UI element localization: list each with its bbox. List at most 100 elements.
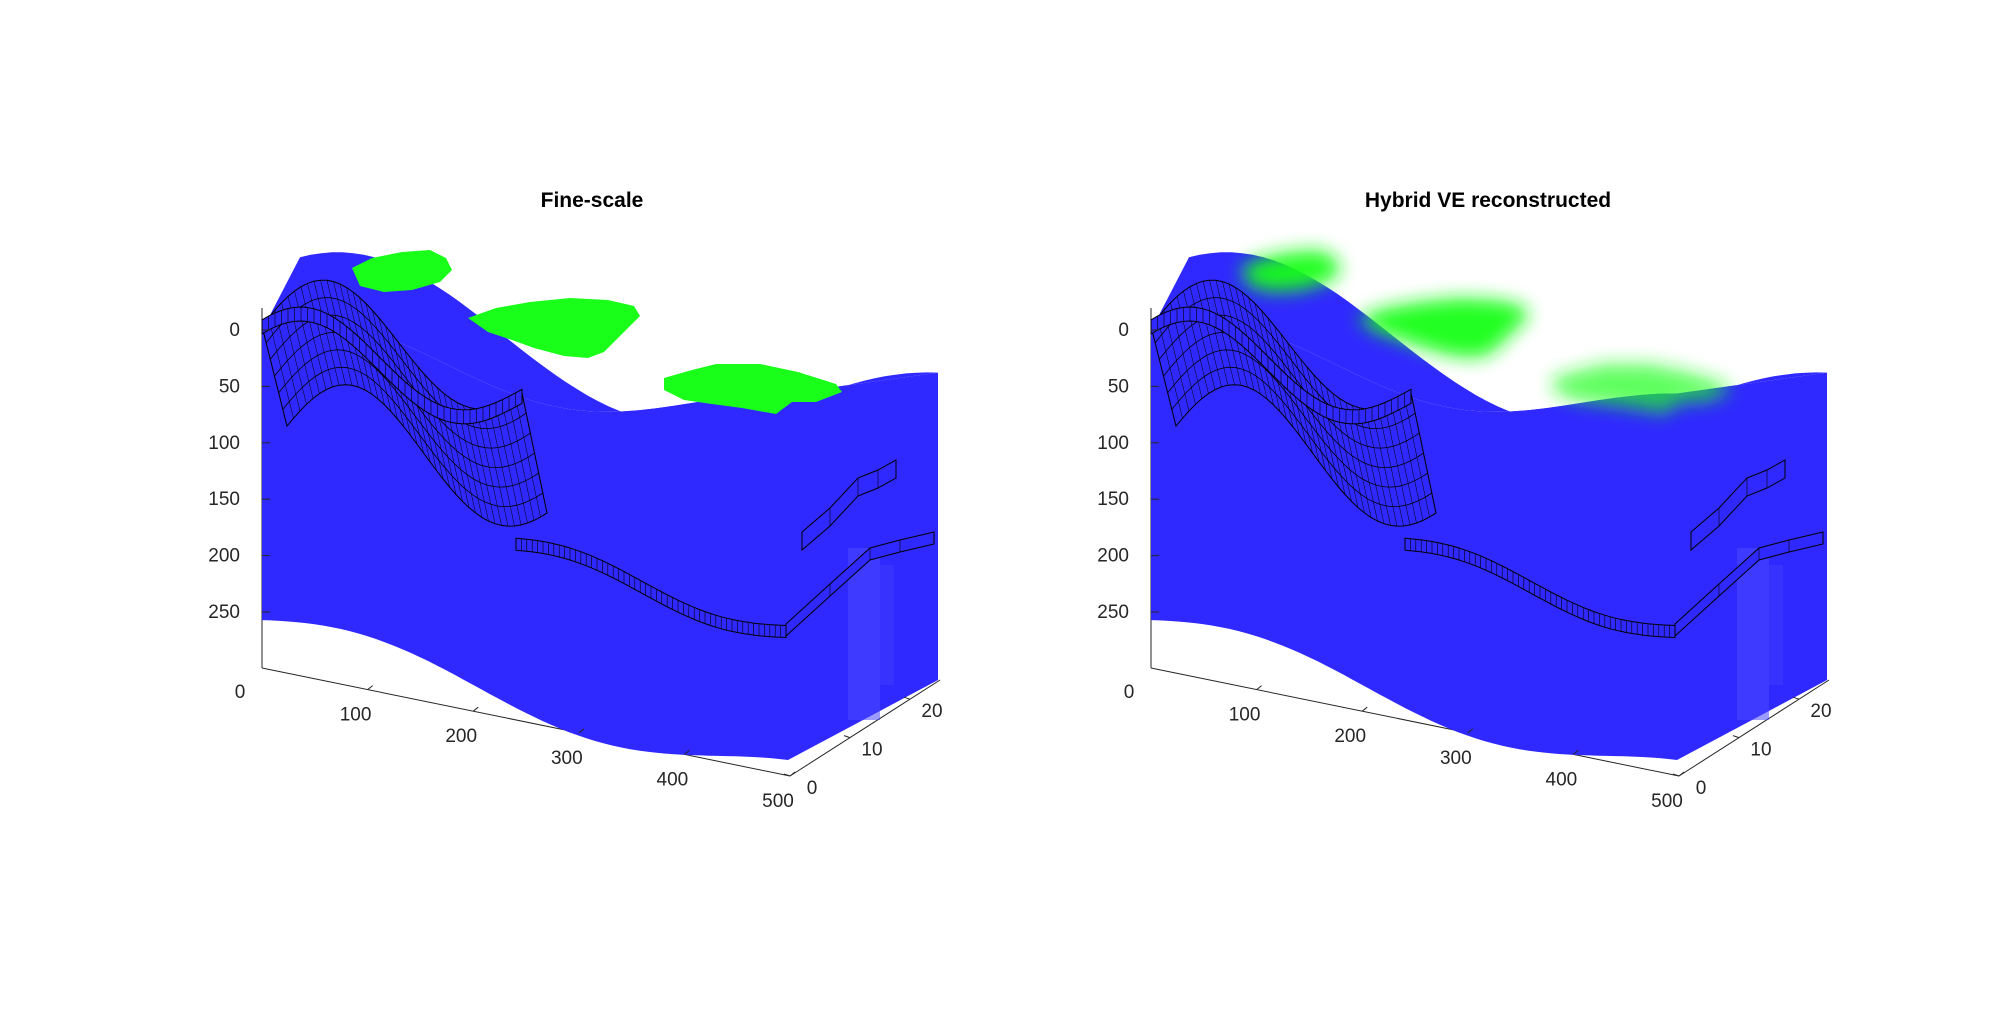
z-tick-label: 150 (1097, 489, 1129, 510)
grid-line (1157, 317, 1183, 419)
grid-line (313, 281, 340, 386)
x-tick-label: 100 (340, 705, 372, 726)
y-ticks: 0 10 20 (1672, 696, 1832, 799)
y-tick-mark (1732, 735, 1740, 739)
grid-line (1196, 283, 1222, 387)
subplot-title: Fine-scale (541, 189, 644, 212)
subplot-title: Hybrid VE reconstructed (1365, 189, 1611, 212)
x-tick-label: 300 (551, 748, 583, 769)
grid-line (1150, 326, 1177, 427)
y-tick-label: 0 (1696, 778, 1707, 799)
y-tick-mark (783, 773, 791, 777)
y-tick-label: 10 (861, 740, 882, 761)
x-tick-label-origin: 0 (1124, 682, 1135, 703)
grid-line (411, 358, 437, 471)
grid-line (1371, 409, 1398, 527)
right-face-shade (848, 548, 880, 720)
grid-line (320, 280, 346, 385)
grid-line (1404, 397, 1430, 518)
subplot-1: Fine-scale050100150200250010020030040050… (208, 189, 942, 812)
x-tick-mark (1678, 771, 1685, 777)
grid-line (1352, 405, 1378, 522)
grid-line (274, 309, 301, 412)
grid-line (1163, 309, 1190, 412)
grid-line (1378, 408, 1404, 527)
z-tick-label: 150 (208, 489, 240, 510)
grid-line (1313, 374, 1339, 488)
y-tick-mark (1792, 696, 1800, 700)
co2-plume (352, 250, 842, 414)
grid-line (515, 397, 541, 518)
y-tick-label: 0 (807, 778, 818, 799)
y-tick-label: 20 (1810, 701, 1831, 722)
z-ticks: 0 50 100 150 200 250 (208, 320, 270, 623)
grid-line (1189, 286, 1216, 390)
grid-line (502, 404, 528, 524)
x-tick-mark (472, 706, 479, 712)
grid-line (489, 408, 515, 527)
refined-grid (1150, 279, 1824, 639)
grid-line (508, 401, 535, 521)
x-tick-mark (367, 685, 373, 690)
co2-patch (1553, 364, 1731, 414)
z-tick-label: 250 (208, 602, 240, 623)
grid-line (1358, 407, 1385, 524)
y-tick-label: 20 (921, 701, 942, 722)
x-tick-label: 500 (1651, 791, 1683, 812)
x-tick-mark (1256, 685, 1262, 690)
y-tick-mark (1672, 773, 1680, 777)
y-tick-mark (843, 735, 851, 739)
x-ticks: 0 100 200 300 400 500 (1124, 682, 1685, 812)
grid-line (261, 326, 288, 427)
z-ticks: 0 50 100 150 200 250 (1097, 320, 1159, 623)
x-tick-mark (789, 771, 796, 777)
x-tick-mark (1361, 706, 1368, 712)
co2-plume (1241, 250, 1731, 414)
grid-line (307, 283, 333, 387)
grid-line (1202, 281, 1229, 386)
z-tick-label: 0 (1118, 320, 1129, 341)
y-ticks: 0 10 20 (783, 696, 943, 799)
top-face (262, 252, 938, 425)
z-tick-label: 100 (1097, 433, 1129, 454)
grid-line (1209, 280, 1235, 385)
x-tick-label: 100 (1229, 705, 1261, 726)
y-axis-line (789, 679, 941, 777)
grid-line (300, 286, 327, 390)
z-tick-label: 100 (208, 433, 240, 454)
x-tick-mark (1573, 750, 1579, 755)
x-tick-label: 500 (762, 791, 794, 812)
grid-line (1410, 393, 1437, 514)
grid-line (1306, 366, 1333, 479)
x-tick-label: 200 (1334, 726, 1366, 747)
right-face-shade (880, 565, 894, 685)
z-tick-label: 200 (208, 546, 240, 567)
x-tick-mark (578, 728, 585, 734)
co2-patch (664, 364, 842, 414)
subplot-2: Hybrid VE reconstructed05010015020025001… (1097, 189, 1831, 812)
y-axis-line (1678, 679, 1830, 777)
grid-line (482, 409, 509, 527)
y-tick-mark (903, 696, 911, 700)
grid-line (1384, 406, 1411, 525)
z-tick-label: 0 (229, 320, 240, 341)
grid-line (424, 374, 450, 488)
z-tick-label: 50 (219, 376, 240, 397)
refined-grid (261, 279, 935, 639)
x-tick-label-origin: 0 (235, 682, 246, 703)
grid-line (495, 406, 522, 525)
co2-patch (1241, 250, 1341, 292)
grid-line (469, 407, 496, 524)
grid-line (1319, 381, 1346, 495)
x-axis-line (261, 667, 791, 777)
grid-line (1391, 404, 1417, 524)
grid-line (463, 405, 489, 522)
x-tick-label: 400 (657, 769, 689, 790)
x-tick-label: 200 (445, 726, 477, 747)
grid-line (1300, 358, 1326, 471)
grid-line (521, 393, 548, 514)
z-tick-label: 50 (1108, 376, 1129, 397)
z-tick-label: 200 (1097, 546, 1129, 567)
